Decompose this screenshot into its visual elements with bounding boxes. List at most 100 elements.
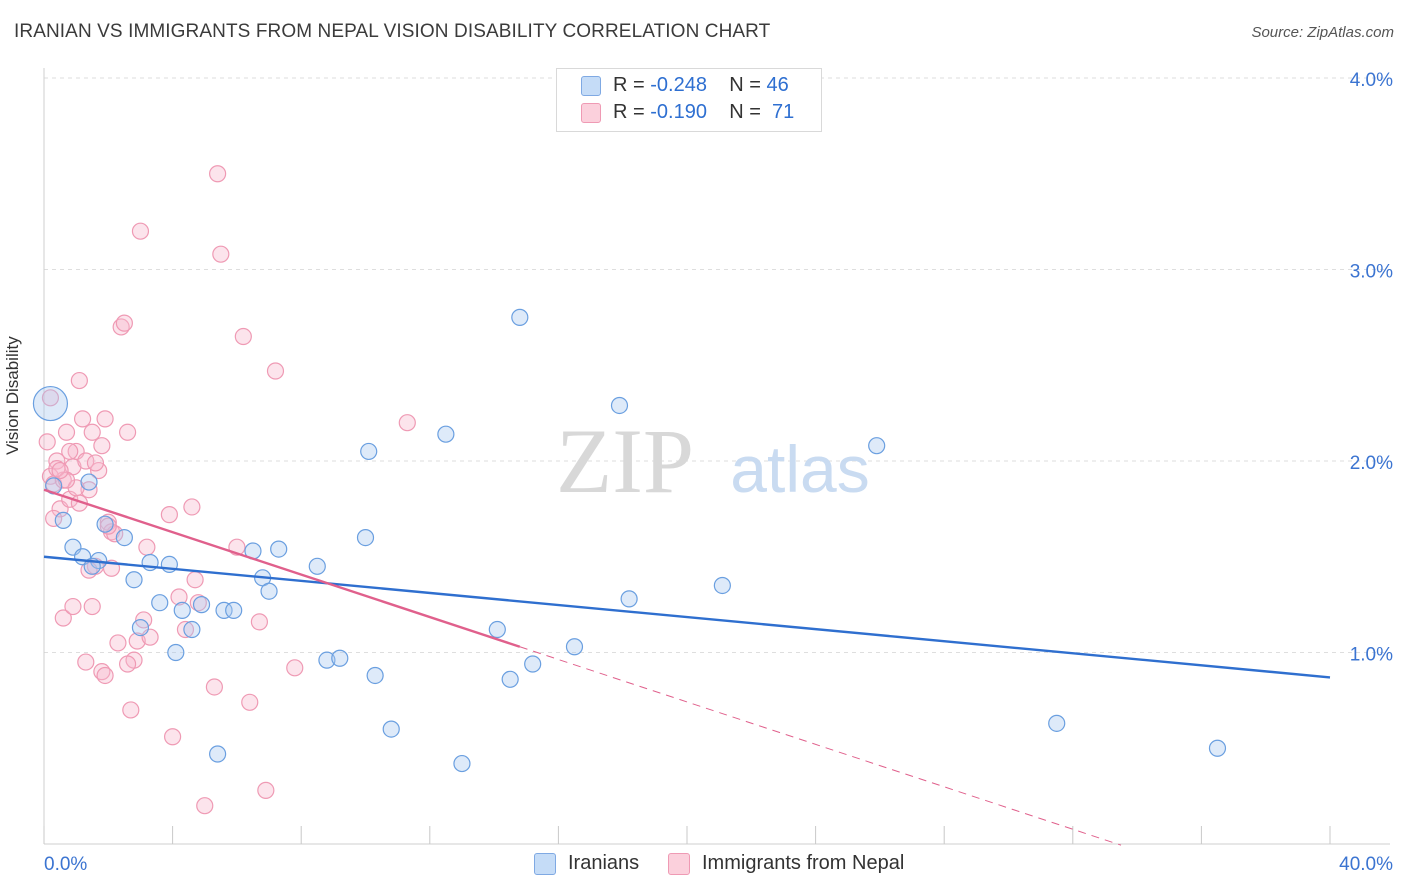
iranian-point xyxy=(1208,739,1227,757)
iranian-point xyxy=(382,720,400,738)
iranian-point xyxy=(437,425,455,443)
tick-labels: 1.0% 2.0% 3.0% 4.0% 0.0% 40.0% xyxy=(44,70,1393,875)
nepal-point xyxy=(234,327,252,346)
iranian-point xyxy=(125,571,143,589)
iranian-points xyxy=(32,308,1227,773)
iranian-point xyxy=(96,515,114,533)
nepal-point xyxy=(64,597,82,616)
nepal-point xyxy=(128,632,146,650)
legend-r-iranians: -0.248 xyxy=(650,74,707,96)
legend-r-nepal: -0.190 xyxy=(650,101,707,123)
iranian-point xyxy=(173,601,191,619)
nepal-point xyxy=(86,454,105,472)
nepal-point xyxy=(398,414,416,432)
iranian-point xyxy=(331,649,349,667)
bottom-legend-nepal: Immigrants from Nepal xyxy=(668,852,904,875)
bottom-swatch-iranians xyxy=(534,852,556,875)
nepal-point xyxy=(115,314,133,332)
iranian-point xyxy=(270,540,288,558)
legend-n-iranians: 46 xyxy=(766,74,789,96)
iranian-point xyxy=(80,473,98,491)
nepal-point xyxy=(257,781,275,799)
nepal-point xyxy=(54,609,72,627)
iranian-point xyxy=(131,619,150,637)
iranian-point xyxy=(453,754,471,773)
nepal-point xyxy=(51,461,69,480)
iranian-point xyxy=(620,590,638,608)
y-tick-label: 2.0% xyxy=(1350,453,1393,474)
iranian-point xyxy=(360,442,378,461)
iranian-point xyxy=(610,396,629,415)
nepal-point xyxy=(57,423,76,441)
iranian-point xyxy=(151,594,169,612)
legend-swatch-nepal xyxy=(581,102,601,123)
nepal-point xyxy=(138,538,156,556)
nepal-point xyxy=(77,653,95,671)
watermark: ZIP atlas xyxy=(556,410,870,512)
nepal-point xyxy=(41,389,60,407)
iranian-point xyxy=(488,620,506,639)
y-axis-label: Vision Disability xyxy=(3,336,22,455)
y-tick-label: 4.0% xyxy=(1350,70,1393,91)
iranian-point xyxy=(167,643,185,662)
nepal-point xyxy=(38,433,56,451)
iranian-point xyxy=(565,638,584,656)
iranian-point xyxy=(366,666,384,685)
iranian-point xyxy=(32,385,69,422)
nepal-point xyxy=(170,588,188,606)
nepal-point xyxy=(186,571,204,589)
iranian-point xyxy=(511,308,529,326)
iranian-point xyxy=(501,670,519,688)
iranian-point xyxy=(318,651,336,669)
nepal-point xyxy=(212,245,230,263)
watermark-atlas: atlas xyxy=(730,432,869,506)
nepal-point xyxy=(164,728,182,746)
iranian-point xyxy=(524,655,542,673)
legend-row-iranians: R = -0.248 N = 46 xyxy=(581,74,789,100)
x-tick-label: 0.0% xyxy=(44,854,87,875)
iranian-point xyxy=(713,576,731,595)
axes xyxy=(43,68,1390,845)
nepal-point xyxy=(73,410,92,428)
nepal-point xyxy=(176,620,195,639)
nepal-point xyxy=(96,666,114,685)
nepal-point xyxy=(83,597,101,616)
source-label: Source: ZipAtlas.com xyxy=(1251,24,1394,41)
nepal-point xyxy=(70,371,88,390)
legend-row-nepal: R = -0.190 N = 71 xyxy=(581,101,794,127)
nepal-point xyxy=(96,410,114,428)
iranian-point xyxy=(356,528,375,547)
nepal-point xyxy=(122,701,140,719)
nepal-point xyxy=(266,362,285,380)
iranian-point xyxy=(868,437,886,455)
bottom-legend-iranians: Iranians xyxy=(534,852,639,875)
chart-title: IRANIAN VS IMMIGRANTS FROM NEPAL VISION … xyxy=(14,21,771,42)
nepal-point xyxy=(205,678,223,696)
nepal-point xyxy=(93,437,111,455)
watermark-zip: ZIP xyxy=(556,410,694,512)
grid-lines xyxy=(44,77,1390,653)
nepal-point xyxy=(118,655,137,673)
x-tick-label: 40.0% xyxy=(1339,854,1393,875)
nepal-trend-line xyxy=(43,488,521,648)
nepal-point xyxy=(250,613,269,631)
legend-n-nepal: 71 xyxy=(772,101,795,123)
iranian-point xyxy=(54,511,72,529)
nepal-point xyxy=(183,498,201,516)
iranian-point xyxy=(192,596,211,614)
iranian-point xyxy=(225,601,243,619)
iranian-point xyxy=(183,620,201,639)
iranian-point xyxy=(260,582,278,600)
iranian-point xyxy=(215,601,233,619)
nepal-point xyxy=(286,659,304,677)
nepal-point xyxy=(160,506,178,524)
nepal-point xyxy=(109,634,127,652)
iranian-point xyxy=(1048,714,1066,732)
nepal-point xyxy=(241,693,259,711)
iranians-trend-line xyxy=(43,555,1331,679)
nepal-trend-extension xyxy=(519,646,1122,846)
y-tick-label: 1.0% xyxy=(1350,645,1393,666)
nepal-point xyxy=(83,423,101,441)
iranian-point xyxy=(308,557,326,575)
iranian-point xyxy=(209,745,227,763)
